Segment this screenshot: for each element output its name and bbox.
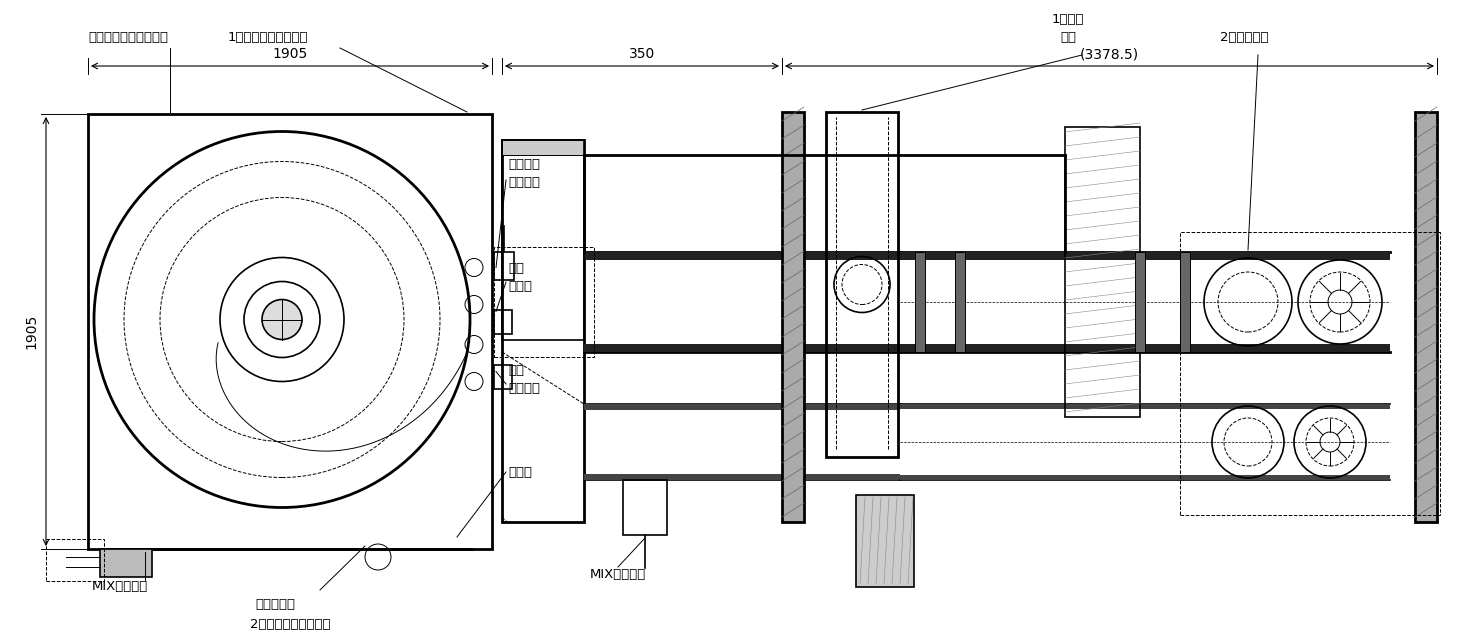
Bar [916, 252, 925, 352]
Text: 1905: 1905 [273, 47, 307, 61]
Circle shape [263, 300, 303, 340]
Bar [99, 549, 151, 577]
Bar [46, 539, 104, 581]
Bar [502, 140, 585, 155]
Bar [899, 475, 1391, 480]
Bar [494, 309, 512, 333]
Text: 2次空気操作ハンドル: 2次空気操作ハンドル [249, 618, 331, 630]
Bar [827, 112, 898, 457]
Bar [494, 252, 513, 279]
Bar [585, 252, 899, 260]
Text: 2次空気入口: 2次空気入口 [1220, 31, 1269, 44]
Text: (3378.5): (3378.5) [1080, 47, 1140, 61]
Text: 点火
バーナー: 点火 バーナー [508, 365, 540, 395]
Text: MIXガス入口: MIXガス入口 [591, 568, 646, 580]
Text: 点検窓: 点検窓 [508, 465, 531, 478]
Text: 火炎検出器: 火炎検出器 [255, 598, 295, 611]
Bar [585, 404, 899, 410]
Text: 1905: 1905 [24, 314, 39, 349]
Bar [856, 495, 914, 587]
Bar [585, 344, 899, 352]
Bar [899, 404, 1391, 409]
Text: 火炎
検出器: 火炎 検出器 [508, 261, 531, 293]
Bar [88, 114, 493, 549]
Bar [1416, 112, 1437, 522]
Bar [1135, 252, 1146, 352]
Text: 350: 350 [629, 47, 654, 61]
Bar [1066, 127, 1140, 417]
Text: スクロールハウジング: スクロールハウジング [88, 31, 168, 44]
Text: 1次空気操作ハンドル: 1次空気操作ハンドル [229, 31, 309, 44]
Bar [1180, 252, 1190, 352]
Text: 1次空気
入口: 1次空気 入口 [1052, 13, 1085, 44]
Bar [782, 112, 804, 522]
Bar [899, 344, 1391, 352]
Bar [585, 474, 899, 480]
Bar [1180, 232, 1439, 515]
Bar [502, 140, 585, 340]
Bar [494, 365, 512, 388]
Text: 都市ガス
バーナー: 都市ガス バーナー [508, 159, 540, 189]
Bar [502, 140, 585, 522]
Bar [623, 480, 666, 535]
Bar [899, 252, 1391, 260]
Bar [956, 252, 965, 352]
Bar [494, 247, 594, 357]
Text: MIXガス入口: MIXガス入口 [92, 580, 148, 593]
